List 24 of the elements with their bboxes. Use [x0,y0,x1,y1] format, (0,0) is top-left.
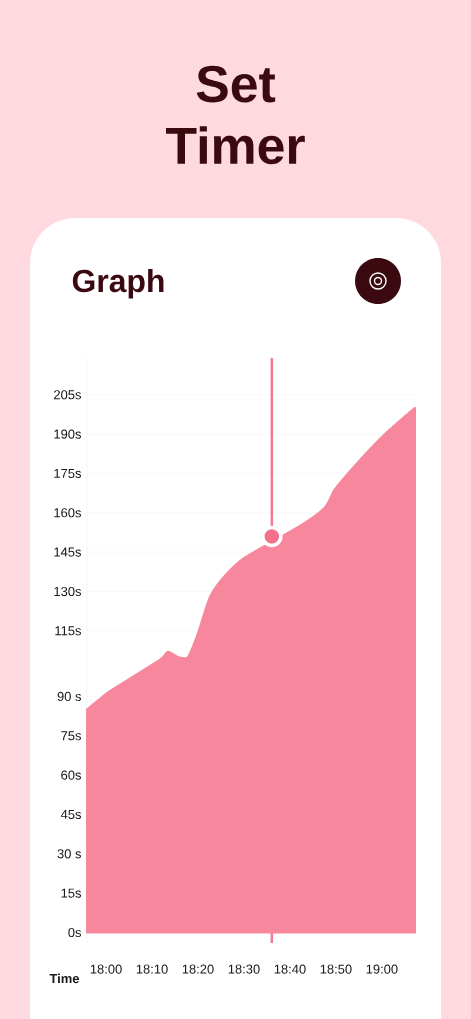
x-axis-title: Time [49,973,80,984]
chart-subtitle: Graph [72,268,164,299]
y-tick-label: 15s [61,888,82,898]
x-tick-label: 18:50 [320,964,352,974]
y-tick-label: 30 s [57,849,82,859]
x-tick-label: 18:20 [182,964,214,974]
y-tick-label: 75s [61,731,82,741]
y-tick-label: 60s [61,770,82,780]
x-tick-label: 18:10 [136,964,168,974]
x-tick-label: 18:40 [274,964,306,974]
x-tick-label: 18:00 [90,964,122,974]
y-tick-label: 130s [54,586,82,597]
y-tick-label: 160s [54,508,82,518]
y-tick-label: 190s [54,429,82,439]
x-tick-label: 19:00 [366,964,398,974]
x-tick-label: 18:30 [228,964,260,974]
chart-title: Set Timer [166,65,305,165]
y-tick-label: 115s [55,626,82,636]
y-tick-label: 145s [54,547,82,557]
y-tick-label: 45s [60,809,82,819]
y-tick-label: 205s [54,390,82,400]
y-tick-label: 175s [54,468,82,478]
y-tick-label: 0s [68,927,82,938]
y-tick-label: 90 s [57,691,82,701]
